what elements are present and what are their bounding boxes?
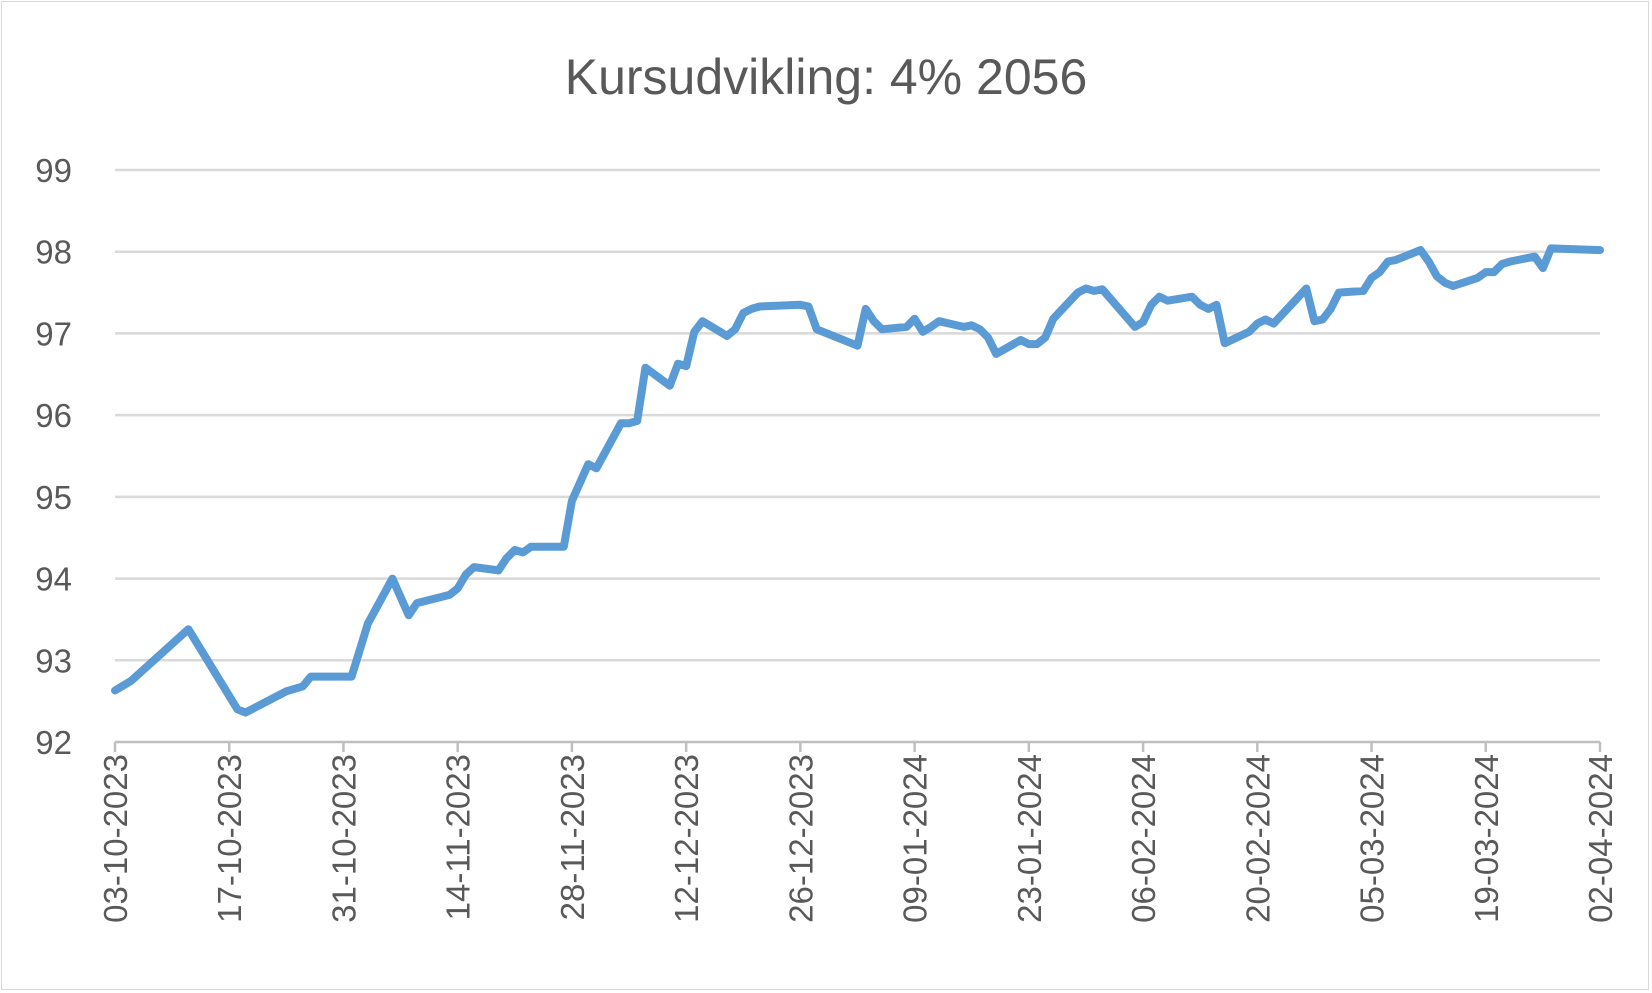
- x-tick-label: 26-12-2023: [782, 754, 819, 923]
- x-tick-label: 09-01-2024: [897, 754, 934, 923]
- x-tick-label: 12-12-2023: [668, 754, 705, 923]
- x-tick-label: 19-03-2024: [1468, 754, 1505, 923]
- y-tick-label: 94: [35, 561, 72, 598]
- y-tick-label: 95: [35, 479, 72, 516]
- x-tick-label: 14-11-2023: [440, 754, 477, 920]
- y-tick-label: 99: [35, 152, 72, 189]
- x-tick-label: 02-04-2024: [1582, 754, 1619, 923]
- x-tick-label: 28-11-2023: [554, 754, 591, 920]
- y-tick-label: 93: [35, 642, 72, 679]
- x-tick-label: 03-10-2023: [97, 754, 134, 923]
- y-axis-ticks: 92 93 94 95 96 97 98 99: [35, 152, 72, 761]
- y-tick-label: 98: [35, 234, 72, 271]
- series-line-0: [111, 244, 1604, 717]
- x-tick-label: 31-10-2023: [325, 754, 362, 923]
- series-layer: [111, 244, 1604, 717]
- x-tick-label: 05-03-2024: [1354, 754, 1391, 923]
- y-tick-label: 92: [35, 724, 72, 761]
- y-tick-label: 96: [35, 397, 72, 434]
- x-tick-label: 17-10-2023: [211, 754, 248, 923]
- gridlines: [115, 168, 1600, 744]
- x-tick-label: 06-02-2024: [1125, 754, 1162, 923]
- x-axis-ticks: 03-10-2023 17-10-2023 31-10-2023 14-11-2023…: [97, 742, 1619, 923]
- chart-title: Kursudvikling: 4% 2056: [565, 49, 1088, 105]
- y-tick-label: 97: [35, 315, 72, 352]
- x-tick-label: 20-02-2024: [1239, 754, 1276, 923]
- x-tick-label: 23-01-2024: [1011, 754, 1048, 923]
